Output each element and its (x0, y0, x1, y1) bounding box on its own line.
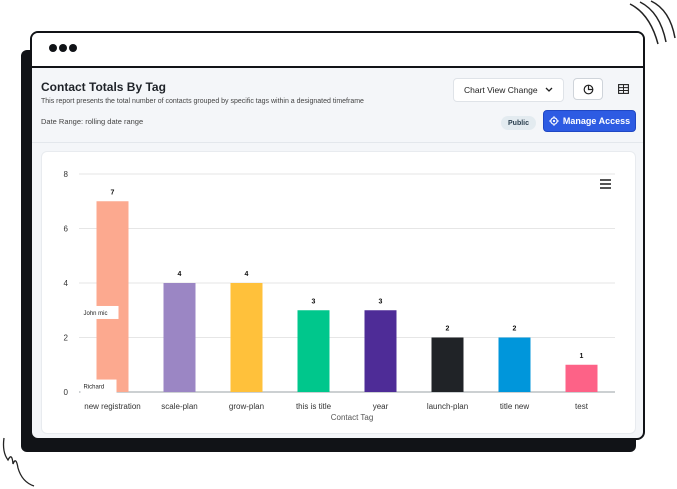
table-icon (617, 84, 629, 94)
visibility-badge: Public (501, 116, 537, 130)
bar (565, 364, 598, 392)
bar-chart: 0 2 4 6 8 7 new registration 4 scale-plan 4 grow-p… (64, 170, 615, 422)
decorative-squiggle (2, 437, 35, 487)
data-label: 2 (513, 326, 517, 333)
header-divider (32, 142, 643, 143)
bar (364, 310, 397, 392)
data-label: 3 (379, 298, 383, 305)
bar (230, 283, 263, 392)
data-label: 2 (446, 326, 450, 333)
manage-access-button[interactable]: Manage Access (543, 110, 636, 132)
chart-view-label: Chart View Change (464, 85, 538, 95)
data-label: 4 (178, 271, 182, 278)
window-titlebar (32, 33, 643, 68)
window-dot-icon (49, 44, 57, 52)
window-dot-icon (69, 44, 77, 52)
annotation-box (80, 379, 117, 393)
bar (297, 310, 330, 392)
pie-chart-view-button[interactable] (573, 78, 603, 100)
date-range-label: Date Range: rolling date range (41, 117, 144, 126)
y-tick-label: 4 (64, 279, 69, 288)
bar (498, 337, 531, 392)
table-view-button[interactable] (608, 78, 638, 100)
data-label: 4 (245, 271, 249, 278)
y-tick-label: 2 (64, 334, 69, 343)
chart-menu-icon[interactable] (600, 179, 611, 191)
page-description: This report presents the total number of… (41, 98, 364, 105)
browser-window: Contact Totals By Tag This report presen… (30, 31, 645, 440)
x-tick-label: test (575, 402, 589, 411)
x-tick-label: year (373, 402, 389, 411)
x-tick-label: this is title (296, 402, 332, 411)
x-tick-label: scale-plan (161, 402, 197, 411)
window-dot-icon (59, 44, 67, 52)
manage-access-label: Manage Access (562, 116, 631, 126)
annotation-label: Richard (84, 385, 105, 391)
x-tick-label: launch-plan (427, 402, 468, 411)
bar (96, 201, 129, 392)
pie-chart-icon (583, 84, 593, 94)
data-label: 3 (312, 298, 316, 305)
annotation-label: John mic (84, 311, 108, 317)
x-tick-label: grow-plan (229, 402, 264, 411)
x-axis-title: Contact Tag (331, 413, 374, 422)
gear-icon (549, 116, 559, 126)
bar (163, 283, 196, 392)
annotation-box (80, 305, 119, 319)
data-label: 1 (580, 353, 584, 360)
y-tick-label: 0 (64, 388, 69, 397)
x-tick-label: title new (500, 402, 530, 411)
decorative-lines (629, 0, 676, 45)
chart-card: 0 2 4 6 8 7 new registration 4 scale-plan 4 grow-p… (41, 151, 636, 434)
chevron-down-icon (545, 87, 553, 92)
data-label: 7 (111, 189, 115, 196)
x-tick-label: new registration (84, 402, 140, 411)
bar (431, 337, 464, 392)
page-title: Contact Totals By Tag (41, 80, 166, 94)
chart-view-select[interactable]: Chart View Change (453, 78, 564, 102)
y-tick-label: 8 (64, 170, 69, 179)
y-tick-label: 6 (64, 225, 69, 234)
